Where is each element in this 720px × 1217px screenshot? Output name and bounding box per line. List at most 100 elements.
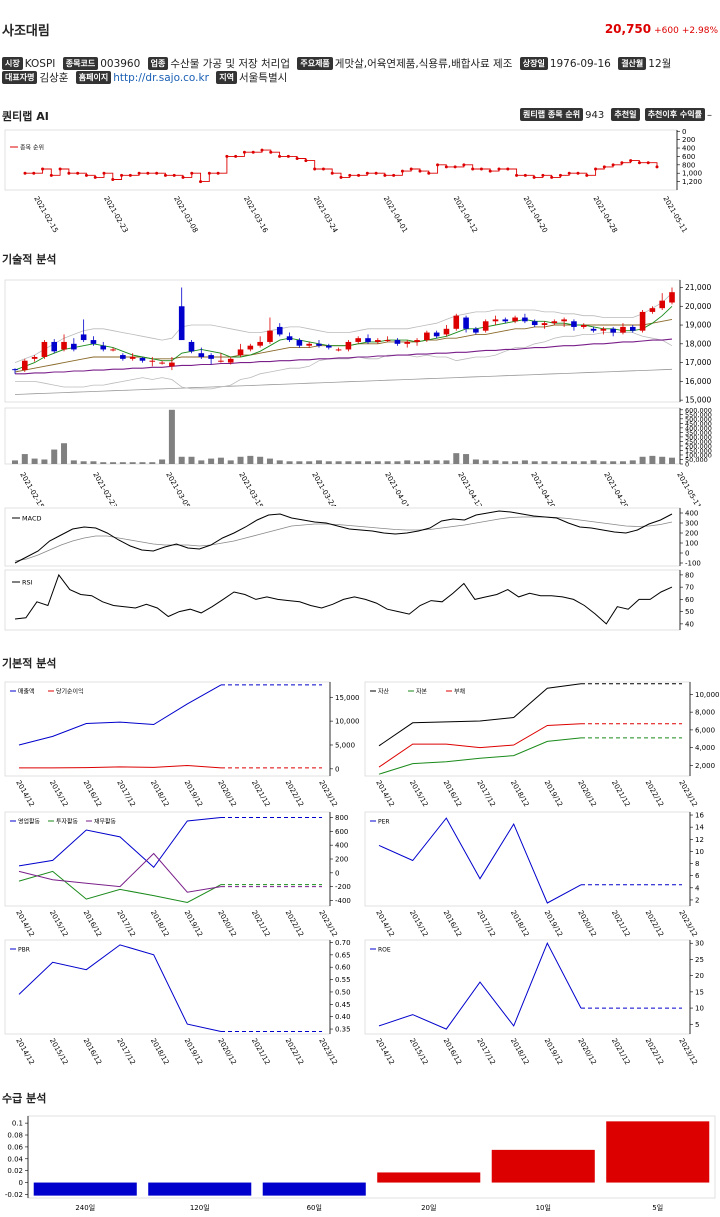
rank-point xyxy=(620,161,624,165)
y-tick-label: 6 xyxy=(695,872,700,880)
x-tick-label: 2021-02-15 xyxy=(32,195,59,233)
y-tick-label: 0.45 xyxy=(335,1001,351,1009)
rank-point xyxy=(102,171,106,175)
y-tick-label: 0.08 xyxy=(7,1132,23,1140)
x-tick-label: 2016/12 xyxy=(442,779,463,808)
candle-body xyxy=(463,317,469,329)
volume-bar xyxy=(365,461,372,464)
rank-point xyxy=(242,150,246,154)
series-line xyxy=(378,683,582,747)
y-tick-label: 0.70 xyxy=(335,939,351,947)
volume-bar xyxy=(296,461,303,464)
volume-bar xyxy=(619,461,626,464)
rank-point xyxy=(567,171,571,175)
y-tick-label: 0.55 xyxy=(335,976,351,984)
rank-point xyxy=(488,169,492,173)
tag-fiscal: 결산월 xyxy=(618,57,647,70)
candle-body xyxy=(512,317,518,322)
sales-chart: 0 5,000 10,000 15,000 매출액 당기순이익 2014/12 2015/12… xyxy=(4,681,360,808)
x-tick-label: 2016/12 xyxy=(82,909,103,938)
roe-chart: 5 10 15 20 25 30 ROE 2014/12 2015/12 2016/12 2017/… xyxy=(364,939,704,1066)
volume-bar xyxy=(659,456,666,464)
legend-label: 당기순이익 xyxy=(56,688,84,696)
candle-body xyxy=(453,315,460,329)
tag-products: 주요제품 xyxy=(297,57,333,70)
y-tick-label: -0.02 xyxy=(5,1191,23,1199)
candle-body xyxy=(404,341,411,344)
rank-point xyxy=(278,154,282,158)
rank-point xyxy=(418,169,422,173)
rank-point xyxy=(515,173,519,177)
candle-body xyxy=(424,332,430,341)
candle-body xyxy=(345,341,352,350)
y-tick-label: 4 xyxy=(695,884,700,892)
volume-bar xyxy=(51,449,58,464)
rank-point xyxy=(383,173,387,177)
y-tick-label: 300 xyxy=(685,520,698,528)
y-tick-label: 30 xyxy=(695,940,704,948)
candle-body xyxy=(31,356,38,359)
candle-body xyxy=(237,349,244,356)
rank-point xyxy=(260,148,264,152)
y-tick-label: 400 xyxy=(685,510,698,518)
y-tick-label: -200 xyxy=(335,883,351,891)
y-tick-label: 18,000 xyxy=(685,339,711,348)
volume-bar xyxy=(512,461,519,464)
x-tick-label: 2018/12 xyxy=(149,779,170,808)
x-tick-label: 2018/12 xyxy=(509,779,530,808)
candle-body xyxy=(394,340,401,344)
x-tick-label: 2021/12 xyxy=(250,779,271,808)
y-tick-label: 0 xyxy=(335,869,339,877)
industry-value: 수산물 가공 및 저장 처리업 xyxy=(170,58,290,70)
x-tick-label: 2021/12 xyxy=(610,1037,631,1066)
x-tick-label: 2019/12 xyxy=(183,779,204,808)
y-tick-label: 100,000 xyxy=(685,451,712,459)
volume-bar xyxy=(531,461,538,464)
volume-bar xyxy=(21,454,28,464)
supply-bar xyxy=(148,1182,252,1196)
x-tick-label: 2017/12 xyxy=(115,779,136,808)
volume-bar xyxy=(355,461,362,464)
rank-point xyxy=(49,173,53,177)
y-tick-label: 0 xyxy=(685,550,689,558)
x-tick-label: 2016/12 xyxy=(442,909,463,938)
rank-point xyxy=(646,161,650,165)
info-row-1: 시장 KOSPI 종목코드 003960 업종 수산물 가공 및 저장 처리업 주요제… xyxy=(2,56,675,71)
y-tick-label: 14 xyxy=(695,824,704,832)
rank-point xyxy=(392,173,396,177)
volume-bar xyxy=(139,462,146,464)
y-tick-label: 40 xyxy=(685,620,694,628)
volume-bar xyxy=(649,455,656,464)
candle-body xyxy=(129,356,136,359)
rank-point xyxy=(558,173,562,177)
y-tick-label: 8 xyxy=(695,860,699,868)
candle-body xyxy=(325,345,332,348)
y-tick-label: 400,000 xyxy=(685,424,712,432)
legend-label: MACD xyxy=(22,515,41,523)
products-value: 게맛살,어육연제품,식용류,배합사료 제조 xyxy=(334,58,513,70)
homepage-link[interactable]: http://dr.sajo.co.kr xyxy=(113,72,209,84)
volume-bar xyxy=(306,461,313,464)
candle-body xyxy=(306,343,312,346)
volume-bar xyxy=(502,461,509,464)
y-tick-label: 10,000 xyxy=(695,691,720,699)
rank-point xyxy=(190,171,194,175)
plot-frame xyxy=(4,939,331,1035)
price-change: +600 xyxy=(654,26,679,36)
y-tick-label: 200 xyxy=(682,136,695,144)
x-tick-label: 2023/12 xyxy=(677,1037,698,1066)
rank-point xyxy=(523,173,527,177)
pbr-chart: 0.35 0.40 0.45 0.50 0.55 0.60 0.65 0.70 PBR 2014/… xyxy=(4,939,351,1066)
plot-frame xyxy=(27,1115,716,1199)
y-tick-label: 21,000 xyxy=(685,283,711,292)
rank-point xyxy=(172,173,176,177)
candle-body xyxy=(443,328,450,335)
candle-body xyxy=(571,321,577,327)
candle-body xyxy=(22,360,28,371)
volume-bar xyxy=(168,409,175,464)
x-tick-label: 2022/12 xyxy=(284,909,305,938)
rank-point xyxy=(462,163,466,167)
legend-label: 재무활동 xyxy=(94,818,117,826)
volume-bar xyxy=(110,462,117,464)
legend-label: 영업활동 xyxy=(18,818,41,826)
